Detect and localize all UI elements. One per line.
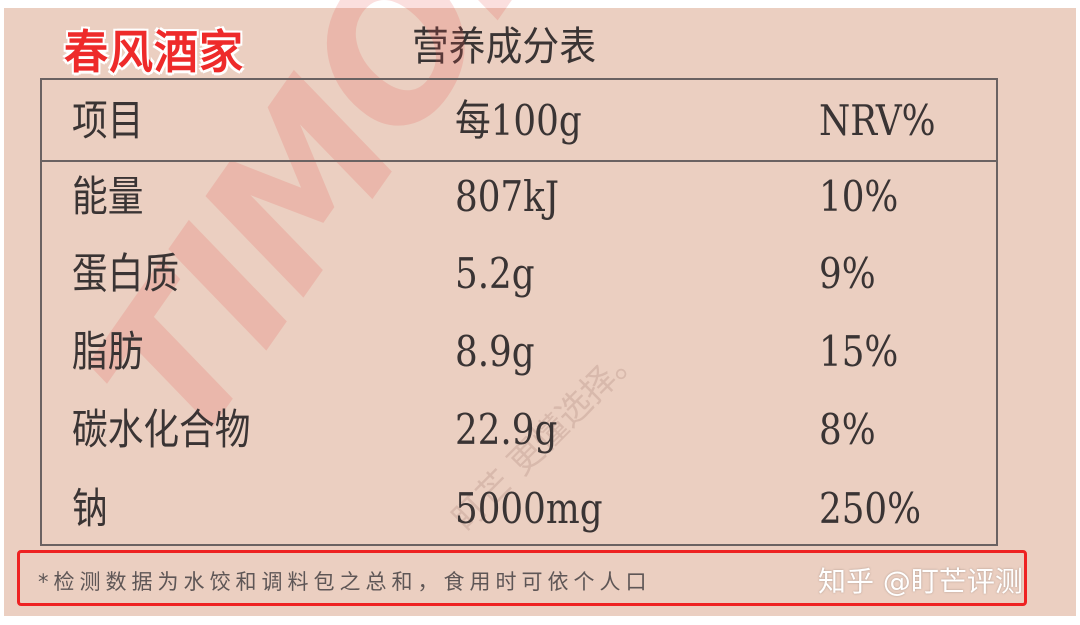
footnote-highlight-box: *检测数据为水饺和调料包之总和，食用时可依个人口 — [17, 550, 1027, 606]
footnote: *检测数据为水饺和调料包之总和，食用时可依个人口 — [38, 570, 652, 594]
header-divider — [42, 160, 996, 162]
nutrition-label-card — [4, 8, 1076, 616]
row-item: 能量 — [72, 172, 144, 221]
header-item: 项目 — [72, 96, 144, 145]
row-nrv: 250% — [819, 484, 922, 533]
brand-name: 春风酒家 — [64, 25, 244, 80]
row-item: 脂肪 — [72, 327, 144, 376]
row-item: 碳水化合物 — [72, 405, 251, 454]
header-nrv: NRV% — [819, 96, 936, 145]
page-title: 营养成分表 — [412, 24, 596, 70]
header-per100g: 每100g — [455, 96, 582, 145]
row-value: 807kJ — [455, 172, 560, 221]
row-item: 钠 — [72, 484, 108, 533]
row-nrv: 9% — [819, 249, 876, 298]
row-item: 蛋白质 — [72, 249, 180, 298]
nutrition-table: 项目 每100g NRV% 能量 807kJ 10% 蛋白质 5.2g 9% 脂… — [40, 78, 998, 546]
row-value: 8.9g — [455, 327, 535, 376]
row-value: 22.9g — [455, 405, 558, 454]
row-value: 5.2g — [455, 249, 535, 298]
row-nrv: 8% — [819, 405, 876, 454]
row-value: 5000mg — [455, 484, 603, 533]
row-nrv: 10% — [819, 172, 899, 221]
row-nrv: 15% — [819, 327, 899, 376]
source-credit: 知乎 @盯芒评测 — [818, 565, 1023, 598]
